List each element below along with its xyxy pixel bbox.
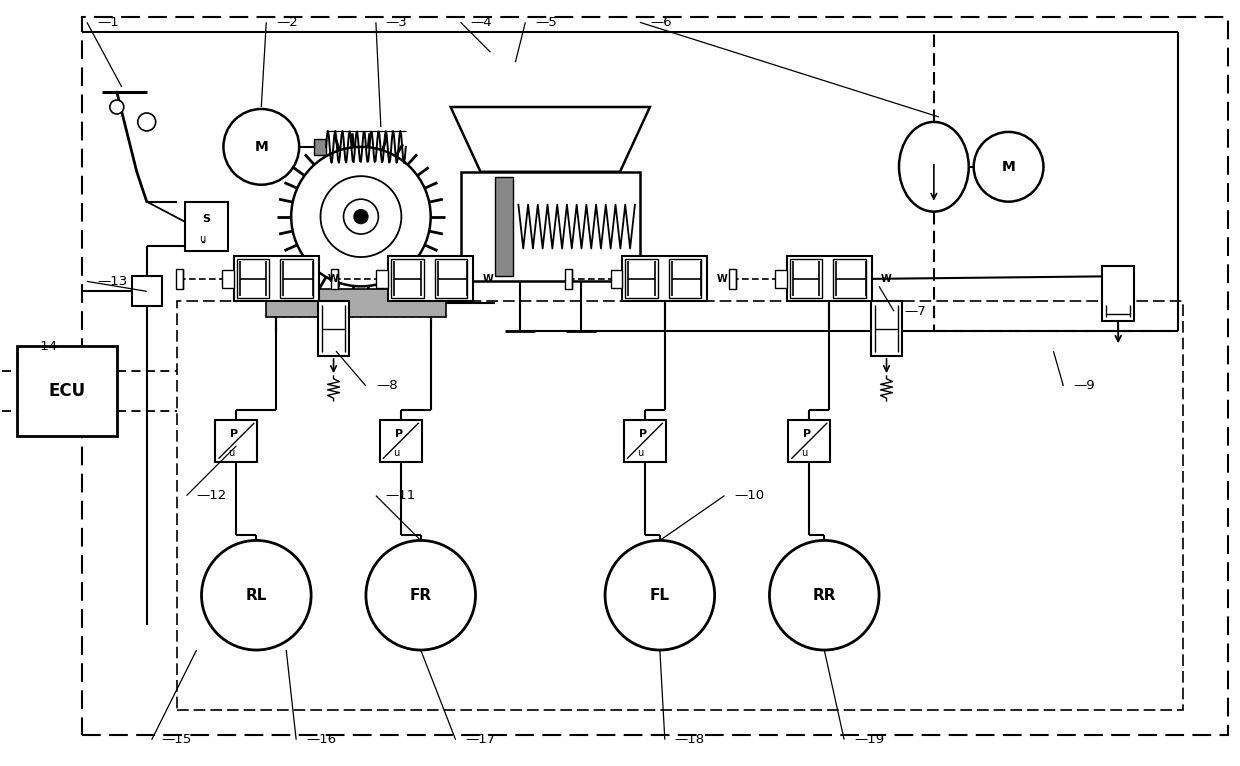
Bar — [280, 260, 312, 298]
Bar — [377, 270, 388, 288]
Bar — [870, 301, 903, 356]
Bar — [176, 301, 1183, 710]
Text: —5: —5 — [536, 16, 557, 29]
Text: ECU: ECU — [48, 382, 86, 400]
Text: —15: —15 — [161, 733, 192, 746]
Bar — [670, 260, 702, 298]
Text: —11: —11 — [386, 489, 417, 502]
Text: RR: RR — [812, 588, 836, 603]
Text: W: W — [482, 274, 494, 284]
Bar — [790, 260, 822, 298]
Circle shape — [366, 541, 475, 650]
Text: FR: FR — [409, 588, 432, 603]
Text: —10: —10 — [734, 489, 765, 502]
Bar — [317, 301, 350, 356]
Text: u: u — [200, 234, 206, 244]
Bar — [176, 269, 184, 289]
Text: —2: —2 — [277, 16, 298, 29]
Text: FL: FL — [650, 588, 670, 603]
Text: —3: —3 — [386, 16, 408, 29]
Bar — [237, 260, 269, 298]
Bar — [610, 270, 622, 288]
Text: —19: —19 — [854, 733, 884, 746]
Bar — [787, 257, 872, 301]
Circle shape — [353, 210, 368, 224]
Bar — [17, 346, 117, 436]
Text: M: M — [1002, 160, 1016, 174]
Bar — [833, 260, 866, 298]
Circle shape — [202, 541, 311, 650]
Text: P: P — [394, 429, 403, 439]
Text: S: S — [202, 214, 211, 224]
Bar — [460, 172, 640, 281]
Bar — [185, 201, 228, 251]
Bar — [729, 269, 737, 289]
Text: —18: —18 — [675, 733, 704, 746]
Circle shape — [223, 109, 299, 185]
Text: —8: —8 — [376, 379, 398, 392]
Bar — [625, 260, 657, 298]
Text: u: u — [228, 448, 234, 458]
Text: —12: —12 — [197, 489, 227, 502]
Bar — [496, 177, 513, 277]
Bar — [314, 139, 326, 155]
Polygon shape — [450, 107, 650, 172]
Bar — [775, 270, 787, 288]
Bar — [216, 420, 258, 462]
Text: W: W — [329, 274, 339, 284]
Bar — [379, 420, 422, 462]
Text: M: M — [254, 140, 268, 154]
Bar — [267, 290, 445, 317]
Bar — [1102, 267, 1135, 321]
Bar — [388, 257, 472, 301]
Text: RL: RL — [246, 588, 267, 603]
Text: u: u — [393, 448, 399, 458]
Circle shape — [343, 199, 378, 234]
Circle shape — [110, 100, 124, 114]
Circle shape — [138, 113, 156, 131]
Text: —1: —1 — [97, 16, 119, 29]
Bar — [331, 269, 337, 289]
Bar — [622, 257, 707, 301]
Circle shape — [973, 132, 1043, 201]
Bar — [234, 257, 319, 301]
Bar — [222, 270, 234, 288]
Circle shape — [770, 541, 879, 650]
Circle shape — [320, 176, 402, 257]
Bar — [131, 277, 161, 306]
Text: —7: —7 — [904, 305, 926, 318]
Text: P: P — [804, 429, 811, 439]
Circle shape — [605, 541, 714, 650]
Text: P: P — [639, 429, 647, 439]
Text: —6: —6 — [650, 16, 672, 29]
Bar — [392, 260, 424, 298]
Text: —16: —16 — [306, 733, 336, 746]
Bar — [624, 420, 666, 462]
Text: —13: —13 — [97, 275, 128, 288]
Text: W: W — [882, 274, 892, 284]
Bar — [564, 269, 572, 289]
Text: P: P — [231, 429, 238, 439]
Text: u: u — [801, 448, 807, 458]
Bar — [435, 260, 467, 298]
Text: u: u — [637, 448, 644, 458]
Ellipse shape — [899, 122, 968, 211]
Text: —9: —9 — [1074, 379, 1095, 392]
Text: —4: —4 — [470, 16, 492, 29]
Text: —17: —17 — [465, 733, 496, 746]
Circle shape — [291, 147, 430, 286]
Bar — [789, 420, 831, 462]
Text: —14: —14 — [27, 339, 57, 352]
Text: W: W — [717, 274, 728, 284]
